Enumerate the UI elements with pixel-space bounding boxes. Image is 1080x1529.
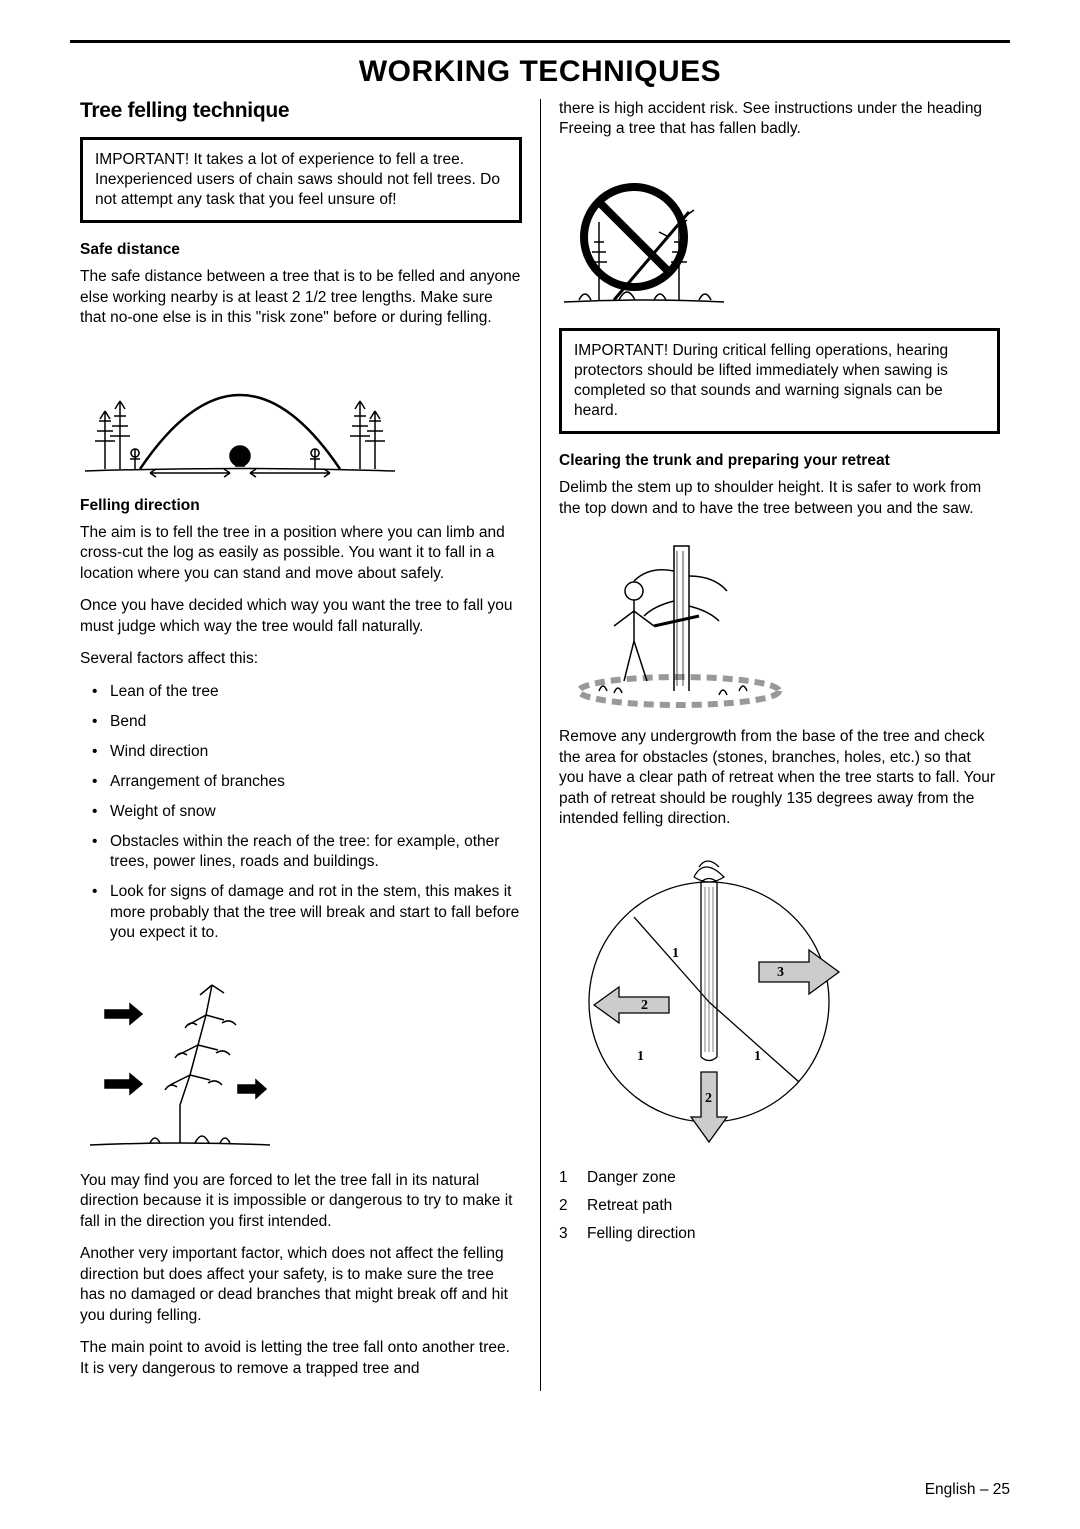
important-text-right: IMPORTANT! During critical felling opera… bbox=[574, 342, 948, 419]
page-footer: English – 25 bbox=[925, 1481, 1010, 1499]
bullet-item: Obstacles within the reach of the tree: … bbox=[110, 832, 522, 872]
p-dir1: The aim is to fell the tree in a positio… bbox=[80, 523, 522, 584]
p-dir6: The main point to avoid is letting the t… bbox=[80, 1338, 522, 1379]
p-dir3: Several factors affect this: bbox=[80, 649, 522, 669]
bullets-factors: Lean of the tree Bend Wind direction Arr… bbox=[80, 682, 522, 943]
svg-text:1: 1 bbox=[672, 946, 679, 961]
legend-num: 3 bbox=[559, 1224, 587, 1244]
p-dir2: Once you have decided which way you want… bbox=[80, 596, 522, 637]
svg-text:1: 1 bbox=[637, 1049, 644, 1064]
legend-num: 1 bbox=[559, 1168, 587, 1188]
svg-text:2: 2 bbox=[641, 998, 648, 1013]
bullet-item: Weight of snow bbox=[110, 802, 522, 822]
p-safe-distance: The safe distance between a tree that is… bbox=[80, 267, 522, 328]
right-column: there is high accident risk. See instruc… bbox=[540, 99, 1010, 1391]
figure-retreat-diagram: 3 2 2 1 1 1 bbox=[559, 842, 1000, 1152]
bullet-item: Lean of the tree bbox=[110, 682, 522, 702]
p-clear1: Delimb the stem up to shoulder height. I… bbox=[559, 478, 1000, 519]
p-continued: there is high accident risk. See instruc… bbox=[559, 99, 1000, 140]
figure-safe-distance bbox=[80, 341, 522, 481]
legend-text: Retreat path bbox=[587, 1196, 672, 1216]
important-box-left: IMPORTANT! It takes a lot of experience … bbox=[80, 137, 522, 223]
legend-item: 2Retreat path bbox=[559, 1196, 1000, 1216]
two-column-layout: Tree felling technique IMPORTANT! It tak… bbox=[70, 99, 1010, 1391]
top-rule bbox=[70, 40, 1010, 43]
legend-num: 2 bbox=[559, 1196, 587, 1216]
section-title-tree-felling: Tree felling technique bbox=[80, 99, 522, 123]
important-text-left: IMPORTANT! It takes a lot of experience … bbox=[95, 151, 500, 208]
page-title: WORKING TECHNIQUES bbox=[70, 55, 1010, 89]
legend-text: Danger zone bbox=[587, 1168, 676, 1188]
p-clear2: Remove any undergrowth from the base of … bbox=[559, 727, 1000, 829]
bullet-item: Arrangement of branches bbox=[110, 772, 522, 792]
subhead-felling-direction: Felling direction bbox=[80, 497, 522, 515]
legend-item: 3Felling direction bbox=[559, 1224, 1000, 1244]
p-dir5: Another very important factor, which doe… bbox=[80, 1244, 522, 1326]
legend-list: 1Danger zone 2Retreat path 3Felling dire… bbox=[559, 1168, 1000, 1244]
figure-delimb bbox=[559, 531, 1000, 711]
svg-text:2: 2 bbox=[705, 1091, 712, 1106]
bullet-item: Look for signs of damage and rot in the … bbox=[110, 882, 522, 942]
svg-text:1: 1 bbox=[754, 1049, 761, 1064]
legend-item: 1Danger zone bbox=[559, 1168, 1000, 1188]
p-dir4: You may find you are forced to let the t… bbox=[80, 1171, 522, 1232]
left-column: Tree felling technique IMPORTANT! It tak… bbox=[70, 99, 540, 1391]
bullet-item: Wind direction bbox=[110, 742, 522, 762]
figure-tree-lean bbox=[80, 955, 522, 1155]
figure-prohibit-trapped bbox=[559, 152, 1000, 312]
subhead-clearing: Clearing the trunk and preparing your re… bbox=[559, 452, 1000, 470]
bullet-item: Bend bbox=[110, 712, 522, 732]
subhead-safe-distance: Safe distance bbox=[80, 241, 522, 259]
svg-text:3: 3 bbox=[777, 965, 784, 980]
important-box-right: IMPORTANT! During critical felling opera… bbox=[559, 328, 1000, 435]
legend-text: Felling direction bbox=[587, 1224, 696, 1244]
